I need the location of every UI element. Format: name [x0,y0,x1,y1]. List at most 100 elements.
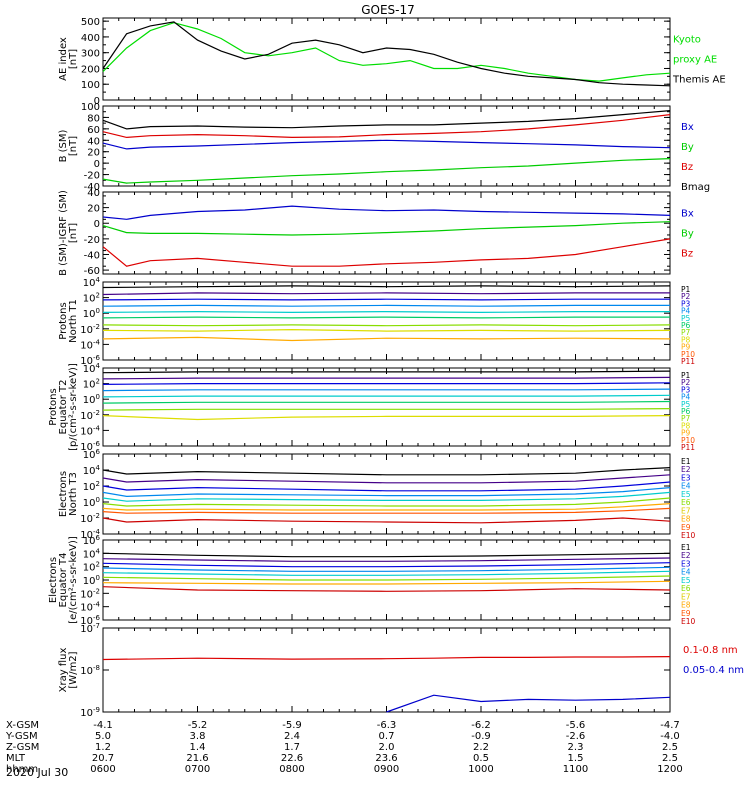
y-axis-label: [nT] [68,223,79,243]
y-tick-label: 40 [87,188,100,199]
y-tick-label: 10-4 [80,338,100,351]
legend-entry: Kyoto [673,34,701,45]
legend-entry: By [681,228,694,239]
legend-entry: Bmag [681,182,710,193]
series-p6 [102,400,671,404]
panel-bigrf: -60 -40 -20 0 20 40 B (SM)-IGRF (SM) [nT] Bx By Bz [58,188,694,277]
axis-row-value: 2.5 [662,742,678,753]
panel-frame [102,17,671,101]
series-bz [102,114,671,139]
legend-entry: P2 [681,378,691,387]
legend-entry: P3 [681,299,691,308]
series-p2 [102,292,670,296]
legend-entry: P8 [681,421,691,430]
series-p7 [102,324,671,327]
y-tick-label: 106 [83,448,101,461]
legend-entry: By [681,142,694,153]
axis-row-value: 0800 [279,764,304,775]
axis-row-value: 1.4 [190,742,206,753]
axis-row-value: -4.1 [93,720,113,731]
legend-entry: E3 [681,473,691,482]
legend-entry: P7 [681,328,691,337]
y-axis-label: Protons [58,302,69,339]
legend-entry: P8 [681,335,691,344]
y-tick-label: -20 [84,235,100,246]
series-p6 [102,316,670,319]
legend-entry: Bz [681,248,693,259]
legend-entry: P7 [681,414,691,423]
axis-row-value: -2.6 [566,731,586,742]
y-axis-label: [nT] [68,136,79,156]
series-e6 [102,497,671,507]
y-tick-label: 80 [87,113,100,124]
legend-entry: E1 [681,543,691,552]
series-e3 [102,481,671,492]
series-p2 [102,376,671,380]
series-e3 [102,562,671,568]
axis-row-label: MLT [6,753,26,764]
y-tick-label: 400 [81,33,100,44]
legend-entry: P10 [681,436,695,445]
legend-entry: E8 [681,515,691,524]
axis-row-value: 20.7 [92,753,114,764]
series-bmag [102,110,671,130]
y-axis-label: [W/m2] [68,651,79,688]
y-tick-label: 20 [87,204,100,215]
axis-row-value: 5.0 [95,731,111,742]
legend-entry: P10 [681,350,695,359]
y-tick-label: 106 [83,534,101,547]
y-tick-label: 104 [83,362,101,375]
y-axis-label: Electrons [58,471,69,517]
axis-row-value: 0600 [90,764,115,775]
legend-entry: E6 [681,498,691,507]
legend-entry: P1 [681,371,691,380]
legend-entry: P4 [681,307,691,316]
y-axis-label: North T1 [68,299,79,343]
legend-entry: Bx [681,208,694,219]
legend-entry: 0.1-0.8 nm [683,645,738,656]
legend-entry: Themis AE [672,74,726,85]
y-tick-label: 104 [83,547,101,560]
chart-title: GOES-17 [361,3,415,17]
y-tick-label: 0 [94,159,100,170]
axis-row-value: 1.2 [95,742,111,753]
legend-entry: proxy AE [673,54,717,65]
series-p4 [102,388,671,392]
y-tick-label: -40 [84,250,100,261]
legend-entry: P5 [681,314,691,323]
series-p3 [102,298,670,301]
y-axis-label: North T3 [68,472,79,516]
series-bz [102,238,671,267]
axis-row-value: 0.5 [473,753,489,764]
legend-entry: P4 [681,393,691,402]
axis-row-value: -4.7 [660,720,680,731]
axis-row-value: 3.8 [190,731,206,742]
y-tick-label: 300 [81,49,100,60]
y-tick-label: 0 [94,219,100,230]
panel-ae: 0 100 200 300 400 500 AE index [nT] Kyoto proxy A… [58,17,726,107]
series-e9 [102,586,671,592]
series-e5 [102,491,671,502]
series-p4 [102,304,670,307]
y-tick-label: -40 [84,182,100,193]
y-tick-label: 10-2 [80,587,100,600]
y-axis-label: Protons [48,388,59,425]
legend-entry: E10 [681,531,696,540]
legend-entry: E7 [681,592,691,601]
y-axis-label: [e/(cm²-s-sr-keV)] [68,536,79,624]
axis-row-value: -6.2 [471,720,491,731]
y-tick-label: -60 [84,266,100,277]
y-tick-label: 10-2 [80,323,100,336]
y-tick-label: -20 [84,171,100,182]
y-tick-label: 102 [83,480,100,493]
y-tick-label: 10-2 [80,512,100,525]
series-p1 [102,370,671,374]
legend-entry: E3 [681,559,691,568]
y-tick-label: 100 [81,80,100,91]
series-themis-ae [102,21,671,87]
y-tick-label: 100 [83,496,100,509]
